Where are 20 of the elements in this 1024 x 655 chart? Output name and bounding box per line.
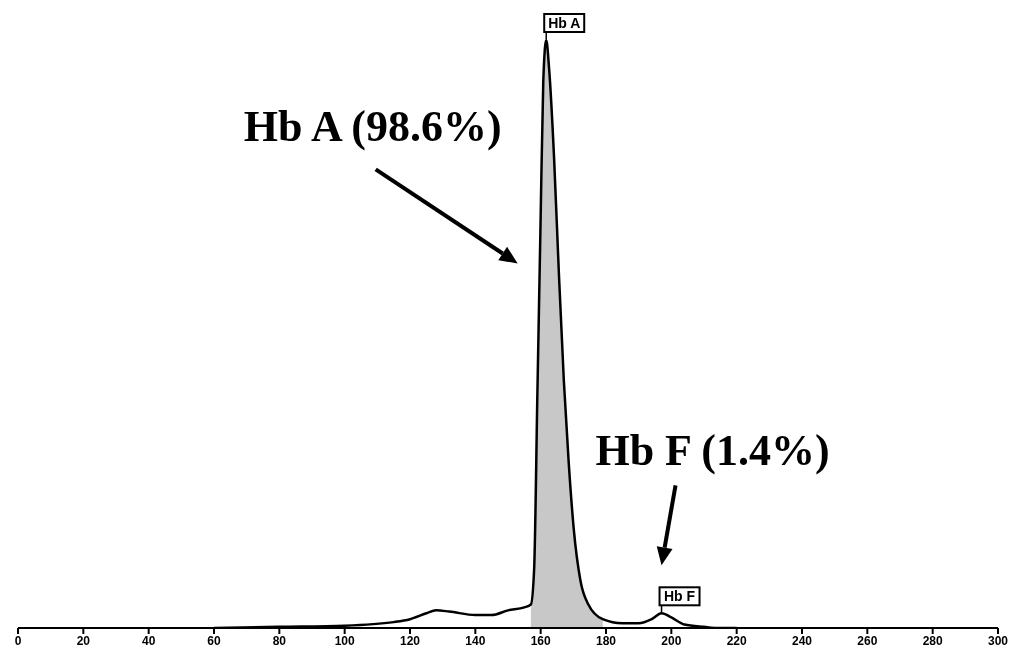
x-tick-label: 80 [272, 633, 287, 648]
x-tick-label: 240 [791, 633, 813, 648]
annotation: Hb F (1.4%) [595, 426, 830, 476]
annotation: Hb F [663, 588, 696, 605]
x-tick-label: 40 [141, 633, 156, 648]
x-tick-label: 180 [595, 633, 617, 648]
x-tick-label: 0 [14, 633, 22, 648]
annotation: Hb A (98.6%) [243, 102, 502, 152]
x-tick-label: 280 [922, 633, 943, 648]
x-tick-label: 100 [334, 633, 355, 648]
x-tick-label: 140 [465, 633, 486, 648]
x-tick-label: 60 [207, 633, 221, 648]
x-tick-label: 220 [726, 633, 747, 648]
x-tick-label: 260 [857, 633, 878, 648]
x-tick-label: 20 [76, 633, 91, 648]
x-tick-label: 160 [530, 633, 551, 648]
x-tick-label: 120 [399, 633, 421, 648]
x-tick-label: 200 [661, 633, 682, 648]
x-tick-label: 300 [987, 633, 1009, 648]
annotation: Hb A [548, 15, 581, 31]
